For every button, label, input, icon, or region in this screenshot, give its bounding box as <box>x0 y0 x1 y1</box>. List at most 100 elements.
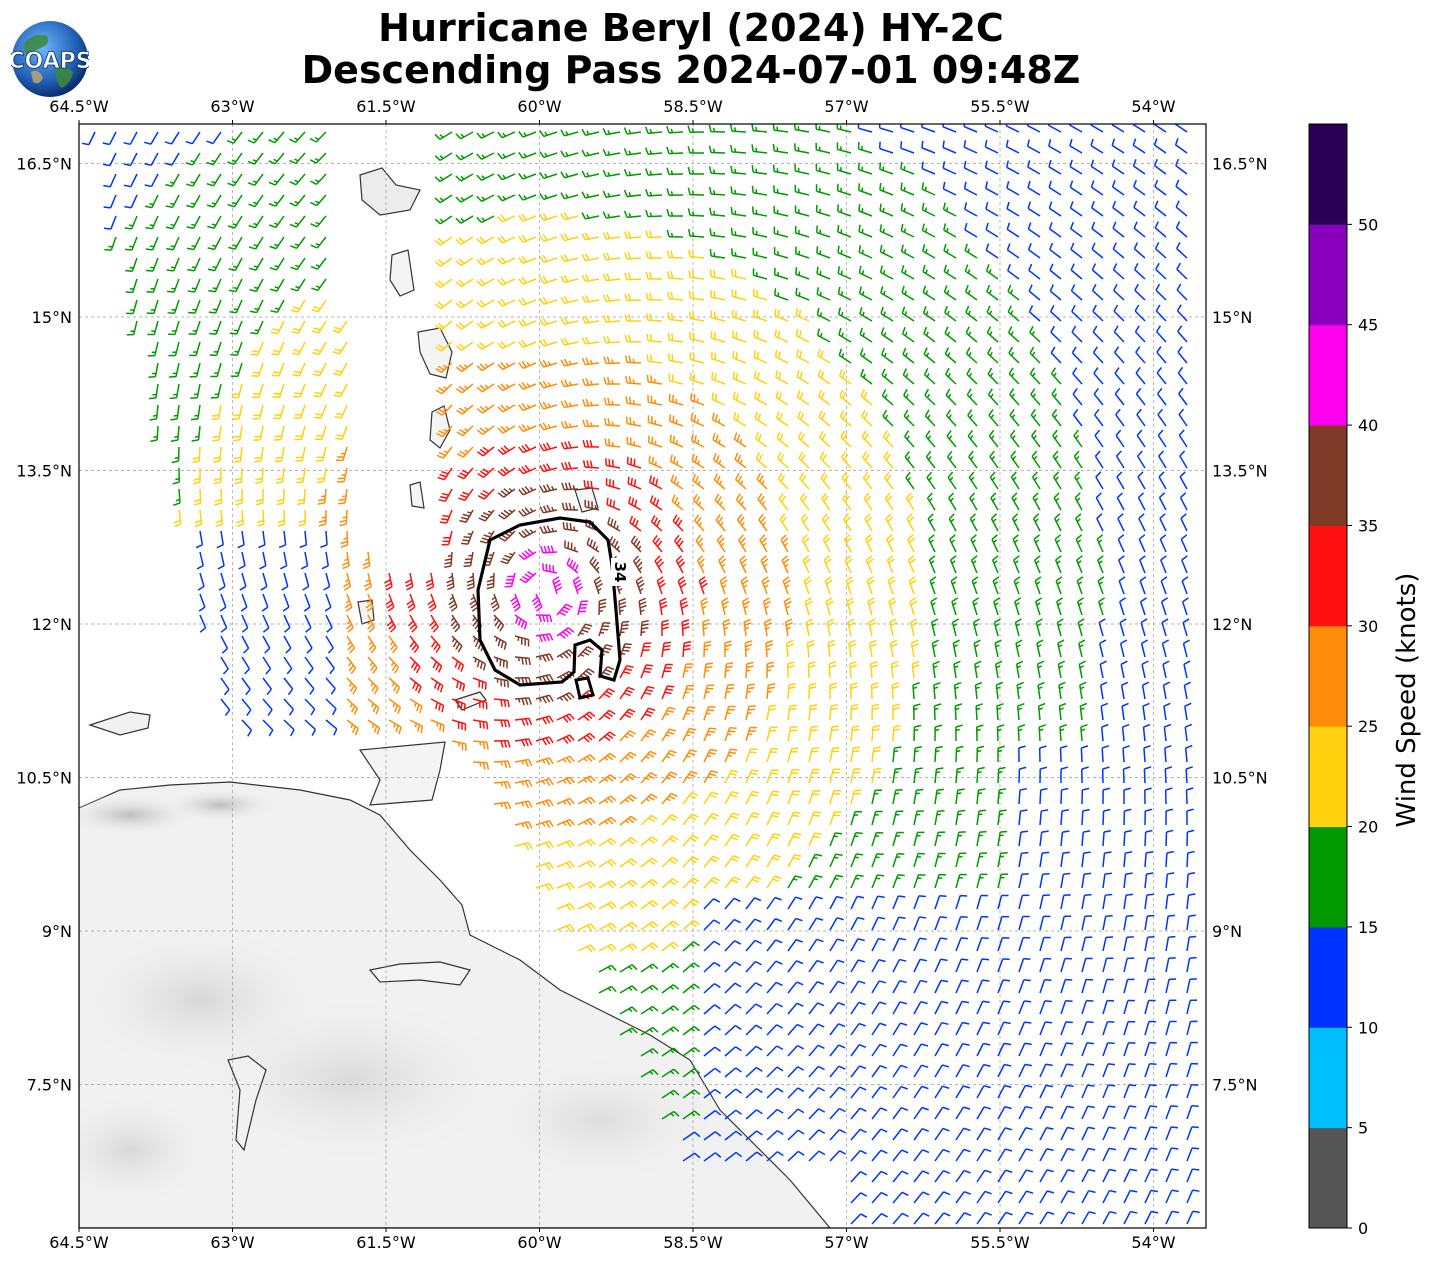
lon-label-bottom: 57°W <box>824 1233 868 1252</box>
wind-barb <box>886 534 894 553</box>
wind-barb <box>687 125 705 133</box>
wind-barb <box>435 362 453 373</box>
wind-barb <box>710 331 726 343</box>
wind-barb <box>787 682 796 700</box>
wind-barb <box>661 663 673 679</box>
wind-barb <box>435 383 453 395</box>
wind-barb <box>295 446 306 462</box>
wind-barb <box>987 388 999 406</box>
wind-barb <box>829 725 839 742</box>
lon-label-bottom: 64.5°W <box>49 1233 109 1252</box>
wind-barb <box>682 983 700 994</box>
wind-barb <box>388 635 398 654</box>
wind-barb <box>1114 387 1125 406</box>
wind-barb <box>829 917 844 931</box>
wind-barb <box>1097 576 1105 595</box>
wind-barb <box>235 488 244 506</box>
wind-barb <box>1012 555 1020 574</box>
wind-barb <box>881 389 894 406</box>
wind-barb <box>976 1127 992 1141</box>
wind-barb <box>691 453 705 469</box>
wind-barb <box>703 748 718 763</box>
wind-barb <box>871 767 882 784</box>
wind-barb <box>1182 639 1190 658</box>
wind-barb <box>556 881 575 891</box>
wind-barb <box>1119 639 1128 658</box>
wind-barb <box>289 152 306 165</box>
wind-barb <box>724 640 732 658</box>
wind-barb <box>1123 914 1134 931</box>
wind-barb <box>836 124 852 133</box>
wind-barb <box>1186 999 1198 1015</box>
wind-barb <box>581 170 600 178</box>
wind-barb <box>214 488 223 506</box>
wind-barb <box>900 161 915 175</box>
wind-barb <box>808 811 822 826</box>
wind-barb <box>1179 471 1188 490</box>
wind-barb <box>640 685 655 700</box>
wind-barb <box>1181 576 1189 595</box>
wind-barb <box>910 639 919 658</box>
wind-barb <box>293 404 306 420</box>
wind-barb <box>905 471 915 490</box>
wind-barb <box>1008 346 1020 364</box>
wind-barb <box>472 719 489 730</box>
wind-barb <box>535 694 554 704</box>
wind-barb <box>145 236 159 251</box>
wind-barb <box>850 959 866 973</box>
wind-barb <box>1144 787 1152 805</box>
wind-barb <box>808 959 824 973</box>
wind-barb <box>477 467 495 479</box>
wind-barb <box>1060 1126 1075 1141</box>
wind-barb <box>766 875 782 889</box>
wind-barb <box>276 488 285 506</box>
wind-barb <box>230 341 243 356</box>
wind-barb <box>689 352 705 364</box>
wind-barb <box>640 793 658 805</box>
wind-barb <box>682 813 699 826</box>
wind-barb <box>206 152 222 166</box>
wind-barb <box>785 639 794 658</box>
wind-barb <box>1076 576 1084 595</box>
wind-barb <box>859 348 873 364</box>
wind-barb <box>944 326 957 343</box>
wind-barb <box>799 472 810 490</box>
wind-barb <box>775 370 789 385</box>
wind-barb <box>1070 284 1083 301</box>
wind-barb <box>682 641 692 658</box>
wind-barb <box>304 635 313 654</box>
wind-barb <box>451 677 466 692</box>
wind-barb <box>539 254 558 264</box>
wind-barb <box>581 191 600 199</box>
wind-barb <box>703 834 720 847</box>
wind-barb <box>1176 304 1188 322</box>
wind-barb <box>871 1128 888 1141</box>
wind-barb <box>703 898 721 910</box>
wind-barb <box>124 215 138 230</box>
wind-barb <box>892 1170 909 1183</box>
wind-barb <box>1123 851 1133 868</box>
wind-barb <box>602 148 621 157</box>
wind-barb <box>577 754 596 763</box>
wind-barb <box>582 398 600 407</box>
lon-label-top: 57°W <box>824 97 868 116</box>
wind-barb <box>1054 534 1062 553</box>
colorbar-tick-label: 35 <box>1358 516 1378 535</box>
wind-barb <box>560 400 579 409</box>
wind-barb <box>667 332 684 343</box>
wind-barb <box>871 1022 887 1036</box>
wind-barb <box>1138 513 1146 532</box>
lon-label-top: 61.5°W <box>356 97 416 116</box>
wind-barb <box>703 662 713 679</box>
wind-barb <box>858 183 873 196</box>
wind-barb <box>692 473 705 490</box>
wind-barb <box>1060 787 1069 805</box>
wind-barb <box>518 360 537 369</box>
wind-barb <box>850 1086 867 1099</box>
wind-barb <box>1115 450 1125 469</box>
wind-barb <box>518 193 537 201</box>
wind-barb <box>1144 914 1155 931</box>
wind-barb <box>1186 914 1196 931</box>
wind-barb <box>808 768 820 784</box>
wind-barb <box>1009 409 1020 427</box>
